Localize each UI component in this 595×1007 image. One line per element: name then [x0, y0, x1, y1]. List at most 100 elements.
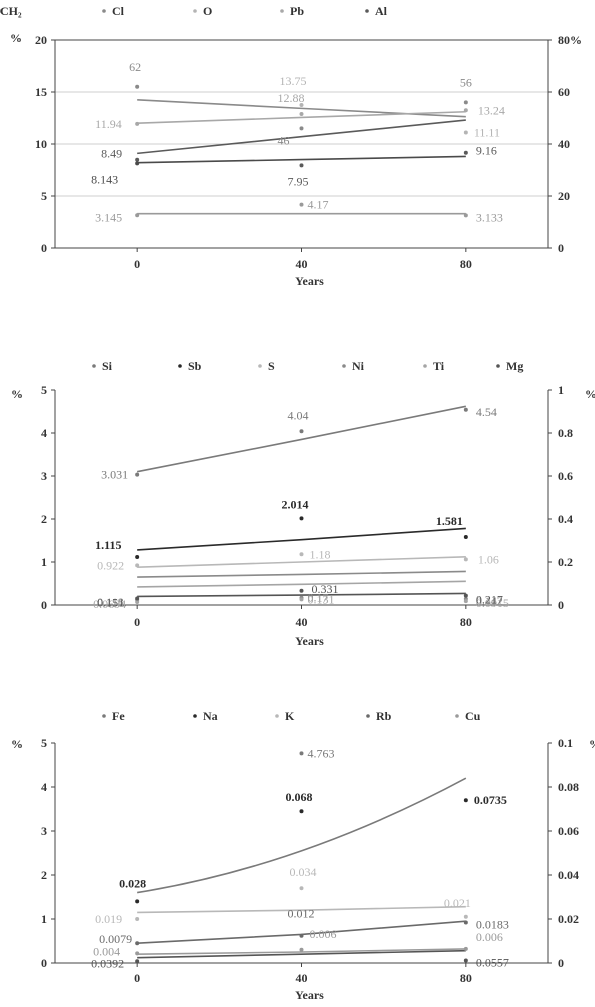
y-tick-label-left: 15 — [35, 85, 47, 99]
data-label: 0.118 — [97, 595, 124, 609]
legend-label: Al — [375, 4, 388, 18]
data-label: 13.24 — [478, 103, 505, 117]
data-point — [135, 899, 140, 904]
x-tick-label: 80 — [460, 615, 472, 629]
data-point — [135, 555, 140, 560]
data-point — [135, 472, 140, 477]
legend-marker — [258, 364, 262, 368]
data-label: 4.763 — [308, 746, 335, 760]
data-point — [463, 946, 468, 951]
data-point — [135, 917, 140, 921]
data-label: 0.217 — [476, 593, 503, 607]
data-point — [299, 103, 304, 107]
data-label: 3.031 — [101, 468, 128, 482]
y-tick-label-left: 5 — [41, 189, 47, 203]
data-point — [463, 213, 468, 218]
data-label: 62 — [129, 60, 141, 74]
y-axis-title-left: % — [11, 737, 23, 751]
data-label: 2.014 — [282, 497, 309, 511]
data-label: 0.012 — [288, 907, 315, 921]
chart-panel-3: Fe Na K Rb Cu 0 1 2 3 4 5 0 0.02 0.04 0.06 0.08 0.1%% 0 40… — [11, 709, 595, 1002]
y-tick-label-right: 0.04 — [558, 868, 579, 882]
legend-label: Na — [203, 709, 218, 723]
data-point — [299, 126, 304, 131]
data-point — [299, 163, 304, 168]
data-point — [299, 886, 304, 891]
x-axis-title: Years — [295, 634, 324, 648]
data-point — [135, 563, 140, 568]
x-axis-title: Years — [295, 274, 324, 288]
y-axis-title-left: % — [11, 387, 23, 401]
data-point — [299, 597, 304, 602]
series-line — [137, 570, 466, 578]
y-tick-label-left: 10 — [35, 137, 47, 151]
legend-marker — [0, 9, 2, 13]
data-label: 4.17 — [308, 198, 329, 212]
series-line — [137, 920, 466, 944]
y-tick-label-left: 5 — [41, 736, 47, 750]
data-point — [299, 202, 304, 207]
y-tick-label-left: 5 — [41, 383, 47, 397]
legend-label: Si — [102, 359, 113, 373]
data-label: 9.16 — [476, 144, 497, 158]
data-label: 1.06 — [478, 552, 499, 566]
data-label: 0.0735 — [474, 793, 507, 807]
y-tick-label-left: 0 — [41, 598, 47, 612]
y-tick-label-right: 0.08 — [558, 780, 579, 794]
y-tick-label-left: 0 — [41, 956, 47, 970]
series-line — [137, 948, 466, 955]
data-point — [299, 588, 304, 593]
legend-label: Mg — [506, 359, 523, 373]
data-point — [135, 161, 140, 166]
data-point — [463, 557, 468, 562]
data-label: 0.004 — [93, 944, 120, 958]
y-tick-label-right: 0 — [558, 956, 564, 970]
legend-label: Ti — [433, 359, 445, 373]
legend-label: CH₂ — [0, 4, 22, 18]
legend-label: Rb — [376, 709, 392, 723]
data-label: 0.0915 — [476, 596, 509, 610]
legend-marker — [275, 714, 279, 718]
legend-label: Sb — [188, 359, 202, 373]
data-label: 0.331 — [312, 582, 339, 596]
x-tick-label: 80 — [460, 971, 472, 985]
y-tick-label-right: 0.4 — [558, 512, 573, 526]
y-tick-label-left: 1 — [41, 912, 47, 926]
legend-marker — [193, 714, 197, 718]
legend-marker — [366, 714, 370, 718]
data-label: 0.142 — [476, 594, 503, 608]
legend-marker — [423, 364, 427, 368]
data-point — [299, 516, 304, 521]
y-tick-label-left: 3 — [41, 469, 47, 483]
y-tick-label-right: 0 — [558, 598, 564, 612]
legend-label: Pb — [290, 4, 304, 18]
data-point — [463, 108, 468, 113]
data-label: 1.115 — [95, 538, 121, 552]
data-point — [135, 84, 140, 89]
data-label: 3.145 — [95, 210, 122, 224]
y-tick-label-left: 4 — [41, 780, 47, 794]
data-label: 1.18 — [310, 547, 331, 561]
series-line — [137, 777, 467, 894]
data-point — [463, 100, 468, 105]
data-point — [299, 112, 304, 117]
legend-marker — [342, 364, 346, 368]
series-line — [137, 155, 466, 164]
legend-marker — [102, 9, 106, 13]
data-point — [299, 933, 304, 938]
series-line — [137, 592, 466, 598]
data-label: 0.068 — [286, 790, 313, 804]
x-axis-title: Years — [295, 988, 324, 1002]
legend-marker — [193, 9, 197, 13]
data-label: 0.006 — [310, 927, 337, 941]
series-line — [137, 905, 466, 914]
data-point — [135, 121, 140, 126]
legend-label: Ni — [352, 359, 365, 373]
data-point — [463, 599, 468, 604]
y-tick-label-right: 0.1 — [558, 736, 573, 750]
data-point — [299, 947, 304, 952]
x-tick-label: 0 — [134, 615, 140, 629]
data-point — [463, 920, 468, 925]
y-tick-label-left: 4 — [41, 426, 47, 440]
data-label: 0.0079 — [99, 932, 132, 946]
